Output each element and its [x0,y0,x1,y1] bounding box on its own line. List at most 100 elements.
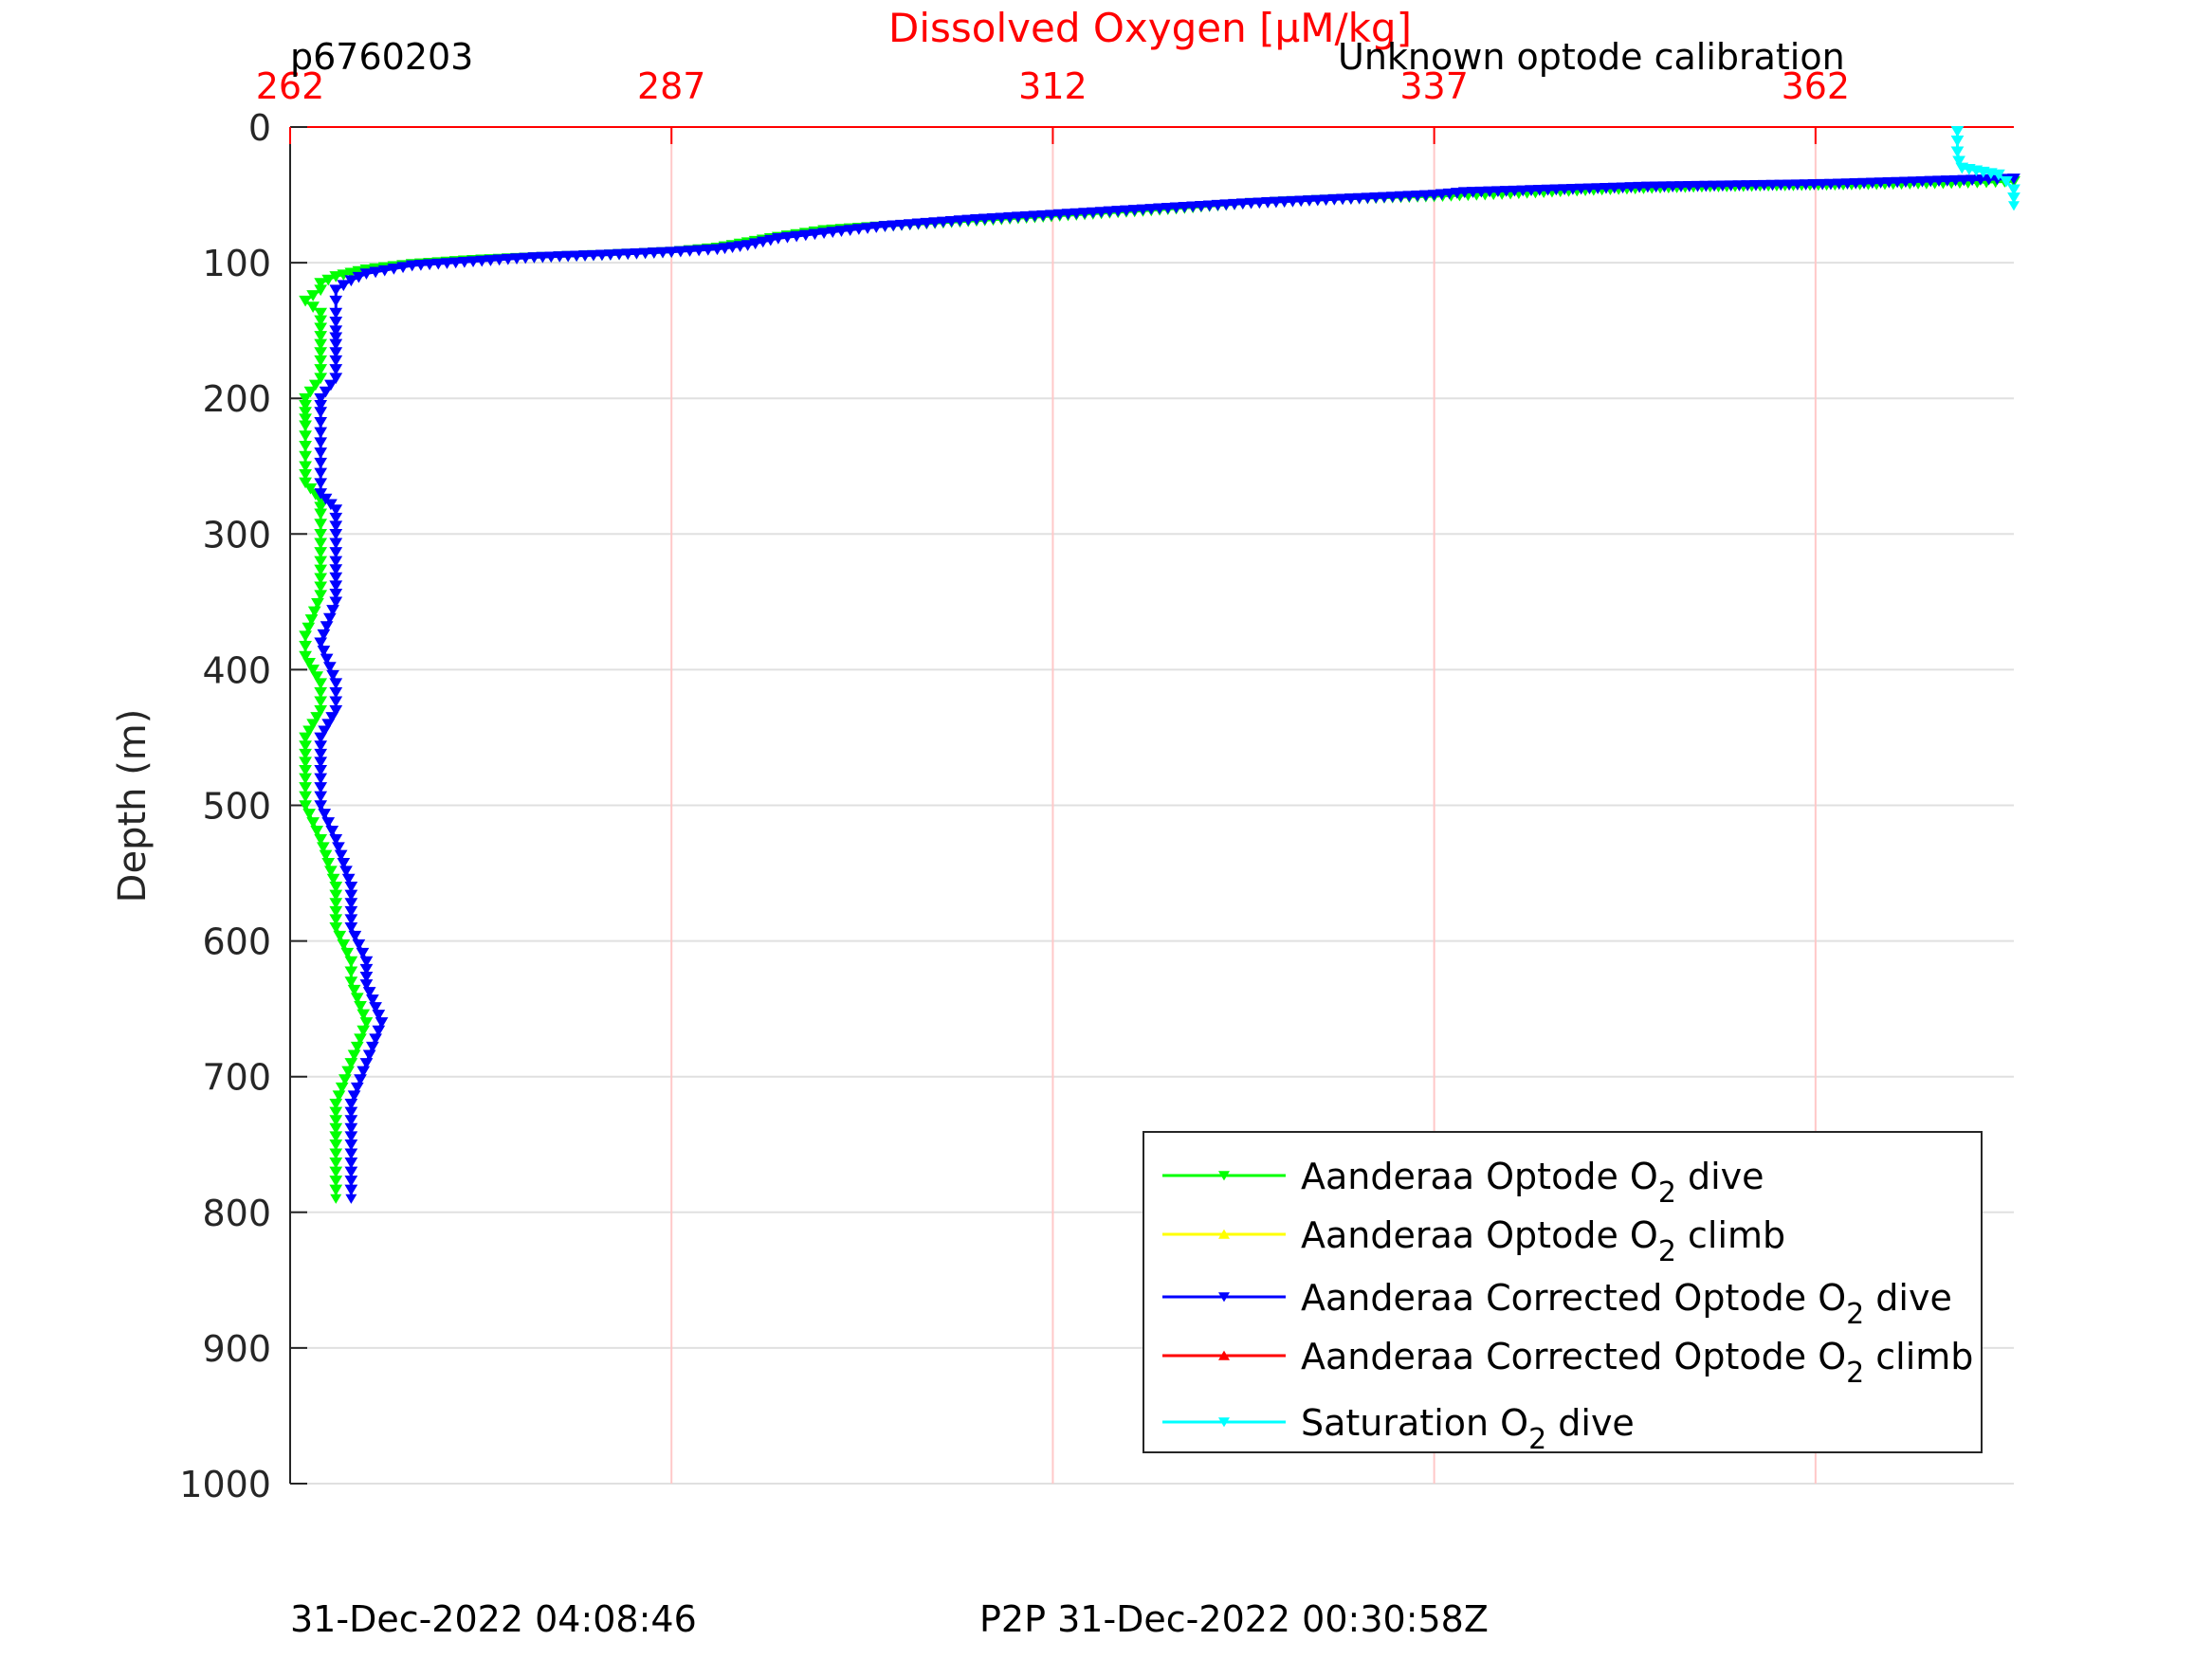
data-point [1219,199,1234,211]
data-point [314,564,328,576]
data-point [798,229,813,242]
data-point [1657,181,1672,193]
legend-label: Aanderaa Corrected Optode O2​ dive [1301,1277,1952,1331]
data-point [1857,177,1871,190]
data-point [1832,178,1846,191]
y-tick-label: 400 [202,649,271,691]
data-point [314,467,328,480]
data-point [431,258,446,270]
data-point [362,1049,376,1062]
data-point [1699,180,1713,192]
data-point [978,213,992,226]
data-point [341,873,356,885]
data-point [1228,198,1241,210]
data-point [953,215,967,227]
data-point [356,1025,371,1037]
data-point [329,905,343,918]
data-point [308,379,322,392]
data-point [475,255,489,267]
data-point [1491,186,1505,198]
series [299,125,2020,1204]
data-point [1270,196,1283,209]
data-point [1111,206,1125,217]
data-point [329,564,343,575]
data-point [396,262,410,274]
data-point [1950,125,1965,137]
data-point [536,251,550,264]
data-point [324,379,338,392]
data-point [316,842,330,854]
data-point [1965,174,1979,187]
data-point [1749,179,1763,191]
data-point [333,930,347,942]
data-point [895,219,908,231]
data-point [359,1058,374,1069]
data-point [1244,197,1258,210]
data-point [329,512,343,524]
data-point [1765,179,1780,191]
data-point [359,971,374,983]
data-point [314,529,328,540]
data-point [1136,204,1150,216]
data-point [322,612,337,625]
data-point [314,315,328,327]
y-tick-label: 100 [202,243,271,284]
data-point [299,764,312,776]
data-point [329,325,343,337]
data-point [329,705,343,717]
data-point [1525,185,1538,196]
data-point [544,251,558,264]
data-point [329,529,343,540]
data-point [903,219,917,230]
data-point [314,400,328,411]
data-point [356,1066,371,1078]
data-point [1649,181,1663,193]
data-point [344,976,358,988]
data-point [1633,181,1646,193]
data-point [1294,195,1308,208]
data-point [1616,182,1630,194]
data-point [337,858,351,869]
data-point [414,260,428,271]
data-point [448,257,463,269]
data-point [314,347,328,358]
data-point [321,858,336,869]
data-point [1402,191,1417,203]
profile-id: p6760203 [290,36,474,78]
data-point [344,1139,358,1151]
data-point [314,800,328,811]
data-point [1682,181,1696,192]
series-0 [299,175,2020,1204]
data-point [1774,179,1788,191]
data-point [647,247,661,259]
data-point [314,705,328,717]
data-point [1303,195,1316,207]
data-point [1369,191,1383,204]
data-point [329,547,343,558]
data-point [344,1176,358,1187]
data-point [314,678,328,690]
data-point [510,253,523,264]
data-point [692,245,706,257]
data-point [887,220,901,232]
data-point [1028,210,1042,223]
data-point [329,696,343,708]
data-point [302,657,316,669]
data-point [1891,176,1905,189]
data-point [1169,202,1183,214]
axes: Dissolved Oxygen [μM/kg] Depth (m) 0 100 2… [111,5,2014,1505]
data-point [595,249,609,262]
data-point [314,478,328,490]
data-point [299,732,312,744]
data-point [1691,180,1705,192]
data-point [329,921,343,934]
data-point [344,1058,358,1069]
data-point [1483,186,1497,198]
data-point [303,483,318,495]
series-line [319,176,2015,1199]
data-point [369,266,382,279]
data-point [375,1017,389,1029]
data-point [321,719,336,731]
data-point [329,678,343,690]
data-point [299,413,312,426]
